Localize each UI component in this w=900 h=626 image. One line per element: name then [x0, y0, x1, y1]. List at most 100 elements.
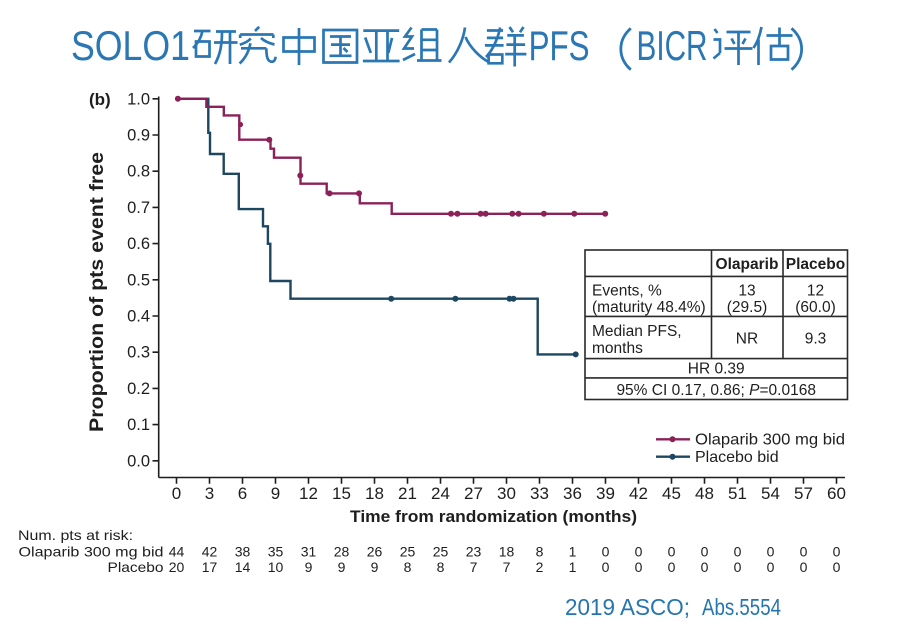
svg-text:51: 51: [728, 484, 747, 503]
svg-text:7: 7: [503, 559, 511, 575]
svg-text:2019 ASCO;: 2019 ASCO;: [565, 594, 690, 620]
svg-text:8: 8: [404, 559, 412, 575]
svg-text:1: 1: [569, 559, 577, 575]
svg-text:45: 45: [662, 484, 681, 503]
svg-text:Abs.5554: Abs.5554: [702, 594, 781, 620]
svg-text:months: months: [592, 340, 643, 357]
svg-text:14: 14: [235, 559, 251, 575]
svg-text:21: 21: [398, 484, 417, 503]
svg-text:7: 7: [470, 559, 478, 575]
svg-text:39: 39: [596, 484, 615, 503]
svg-text:33: 33: [530, 484, 549, 503]
svg-text:0.1: 0.1: [127, 416, 150, 434]
svg-text:9.3: 9.3: [805, 331, 827, 348]
svg-text:0: 0: [668, 544, 676, 560]
svg-text:0: 0: [800, 544, 808, 560]
svg-text:Median PFS,: Median PFS,: [592, 323, 682, 340]
svg-text:0: 0: [833, 559, 841, 575]
svg-text:48: 48: [695, 484, 714, 503]
svg-text:26: 26: [367, 544, 383, 560]
svg-text:0: 0: [767, 544, 775, 560]
svg-text:PFS: PFS: [529, 22, 590, 69]
svg-text:(b): (b): [89, 90, 111, 109]
svg-text:38: 38: [235, 544, 251, 560]
svg-text:12: 12: [299, 484, 318, 503]
svg-text:2: 2: [536, 559, 544, 575]
svg-text:0: 0: [602, 544, 610, 560]
svg-text:0: 0: [701, 544, 709, 560]
svg-text:SOLO1: SOLO1: [71, 22, 190, 69]
svg-text:18: 18: [365, 484, 384, 503]
svg-text:Time from randomization (month: Time from randomization (months): [350, 507, 637, 526]
svg-text:Placebo: Placebo: [786, 256, 845, 273]
svg-text:Proportion of pts event free: Proportion of pts event free: [87, 152, 108, 432]
svg-text:44: 44: [169, 544, 185, 560]
svg-text:0: 0: [635, 559, 643, 575]
svg-text:95% CI 0.17, 0.86; P=0.0168: 95% CI 0.17, 0.86; P=0.0168: [616, 382, 816, 399]
svg-text:54: 54: [761, 484, 780, 503]
svg-text:Placebo: Placebo: [108, 559, 164, 575]
svg-text:15: 15: [332, 484, 351, 503]
svg-text:0: 0: [734, 544, 742, 560]
svg-text:(maturity 48.4%): (maturity 48.4%): [592, 299, 706, 316]
svg-text:25: 25: [433, 544, 449, 560]
svg-text:27: 27: [464, 484, 483, 503]
svg-text:Olaparib 300 mg bid: Olaparib 300 mg bid: [695, 432, 845, 449]
svg-text:42: 42: [202, 544, 218, 560]
svg-text:Events, %: Events, %: [592, 283, 662, 300]
svg-text:10: 10: [268, 559, 284, 575]
svg-text:0: 0: [701, 559, 709, 575]
svg-text:9: 9: [271, 484, 280, 503]
svg-text:1.0: 1.0: [127, 90, 150, 108]
svg-text:0: 0: [172, 484, 181, 503]
svg-text:9: 9: [338, 559, 346, 575]
svg-text:8: 8: [437, 559, 445, 575]
svg-text:3: 3: [205, 484, 214, 503]
svg-text:Olaparib 300 mg bid: Olaparib 300 mg bid: [19, 544, 164, 560]
svg-text:24: 24: [431, 484, 450, 503]
svg-text:35: 35: [268, 544, 284, 560]
svg-text:28: 28: [334, 544, 350, 560]
svg-text:9: 9: [371, 559, 379, 575]
svg-text:0.9: 0.9: [127, 127, 150, 145]
svg-text:(29.5): (29.5): [727, 299, 768, 316]
svg-text:1: 1: [569, 544, 577, 560]
svg-text:0.3: 0.3: [127, 344, 150, 362]
svg-text:18: 18: [499, 544, 515, 560]
svg-text:8: 8: [536, 544, 544, 560]
svg-text:25: 25: [400, 544, 416, 560]
svg-text:0.4: 0.4: [127, 308, 150, 326]
svg-text:20: 20: [169, 559, 185, 575]
svg-text:Placebo bid: Placebo bid: [695, 449, 779, 466]
svg-text:23: 23: [466, 544, 482, 560]
svg-text:Num. pts at risk:: Num. pts at risk:: [18, 527, 133, 543]
svg-text:30: 30: [497, 484, 516, 503]
svg-text:0.8: 0.8: [127, 163, 150, 181]
svg-text:17: 17: [202, 559, 218, 575]
svg-text:60: 60: [827, 484, 846, 503]
svg-text:12: 12: [807, 283, 824, 300]
svg-text:0: 0: [800, 559, 808, 575]
svg-text:0: 0: [734, 559, 742, 575]
svg-text:0.2: 0.2: [127, 380, 150, 398]
svg-text:6: 6: [238, 484, 247, 503]
svg-text:0: 0: [833, 544, 841, 560]
svg-text:0: 0: [767, 559, 775, 575]
svg-text:(60.0): (60.0): [795, 299, 836, 316]
svg-text:0: 0: [635, 544, 643, 560]
svg-text:0: 0: [668, 559, 676, 575]
svg-text:42: 42: [629, 484, 648, 503]
svg-text:0.6: 0.6: [127, 235, 150, 253]
svg-text:Olaparib: Olaparib: [716, 256, 779, 273]
svg-text:9: 9: [305, 559, 313, 575]
svg-text:57: 57: [794, 484, 813, 503]
svg-text:BICR: BICR: [637, 22, 708, 69]
svg-text:13: 13: [738, 283, 755, 300]
svg-text:0.0: 0.0: [127, 452, 150, 470]
svg-text:31: 31: [301, 544, 317, 560]
svg-text:36: 36: [563, 484, 582, 503]
svg-text:0: 0: [602, 559, 610, 575]
svg-text:0.7: 0.7: [127, 199, 150, 217]
svg-text:HR 0.39: HR 0.39: [688, 361, 745, 378]
svg-text:0.5: 0.5: [127, 271, 150, 289]
